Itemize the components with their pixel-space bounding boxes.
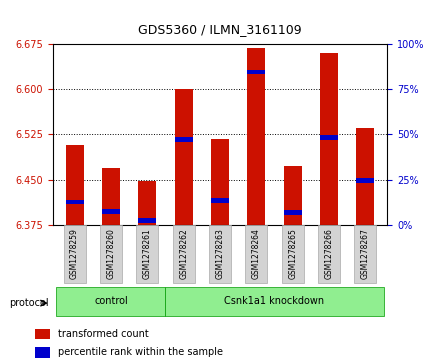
Bar: [138, 181, 156, 225]
FancyBboxPatch shape: [136, 225, 158, 283]
Bar: [138, 219, 156, 223]
FancyBboxPatch shape: [282, 225, 304, 283]
Text: Csnk1a1 knockdown: Csnk1a1 knockdown: [224, 296, 325, 306]
Text: GSM1278264: GSM1278264: [252, 228, 261, 279]
Text: GSM1278259: GSM1278259: [70, 228, 79, 279]
Text: GSM1278262: GSM1278262: [179, 228, 188, 279]
Text: GSM1278263: GSM1278263: [216, 228, 224, 279]
FancyBboxPatch shape: [173, 225, 194, 283]
Text: GSM1278261: GSM1278261: [143, 228, 152, 279]
Bar: [247, 48, 265, 225]
FancyBboxPatch shape: [209, 225, 231, 283]
Bar: [356, 128, 374, 225]
Bar: [284, 210, 302, 215]
Text: percentile rank within the sample: percentile rank within the sample: [58, 347, 223, 357]
Bar: [320, 135, 338, 140]
Text: control: control: [94, 296, 128, 306]
Bar: [66, 144, 84, 225]
Bar: [211, 139, 229, 225]
Bar: [211, 199, 229, 203]
Bar: [35, 347, 50, 358]
FancyBboxPatch shape: [246, 225, 267, 283]
Text: GSM1278260: GSM1278260: [106, 228, 115, 279]
Text: protocol: protocol: [9, 298, 48, 308]
Bar: [102, 168, 120, 225]
Text: GDS5360 / ILMN_3161109: GDS5360 / ILMN_3161109: [138, 23, 302, 36]
FancyBboxPatch shape: [100, 225, 122, 283]
Bar: [175, 137, 193, 142]
Bar: [175, 89, 193, 225]
Bar: [356, 179, 374, 183]
FancyBboxPatch shape: [318, 225, 340, 283]
FancyBboxPatch shape: [355, 225, 376, 283]
FancyBboxPatch shape: [64, 225, 85, 283]
Bar: [35, 329, 50, 339]
Bar: [66, 200, 84, 204]
Text: transformed count: transformed count: [58, 329, 148, 339]
FancyBboxPatch shape: [56, 287, 165, 316]
Bar: [102, 209, 120, 213]
FancyBboxPatch shape: [165, 287, 384, 316]
Text: GSM1278267: GSM1278267: [361, 228, 370, 279]
Bar: [284, 166, 302, 225]
Bar: [247, 70, 265, 74]
Text: GSM1278265: GSM1278265: [288, 228, 297, 279]
Bar: [320, 53, 338, 225]
Text: GSM1278266: GSM1278266: [325, 228, 334, 279]
